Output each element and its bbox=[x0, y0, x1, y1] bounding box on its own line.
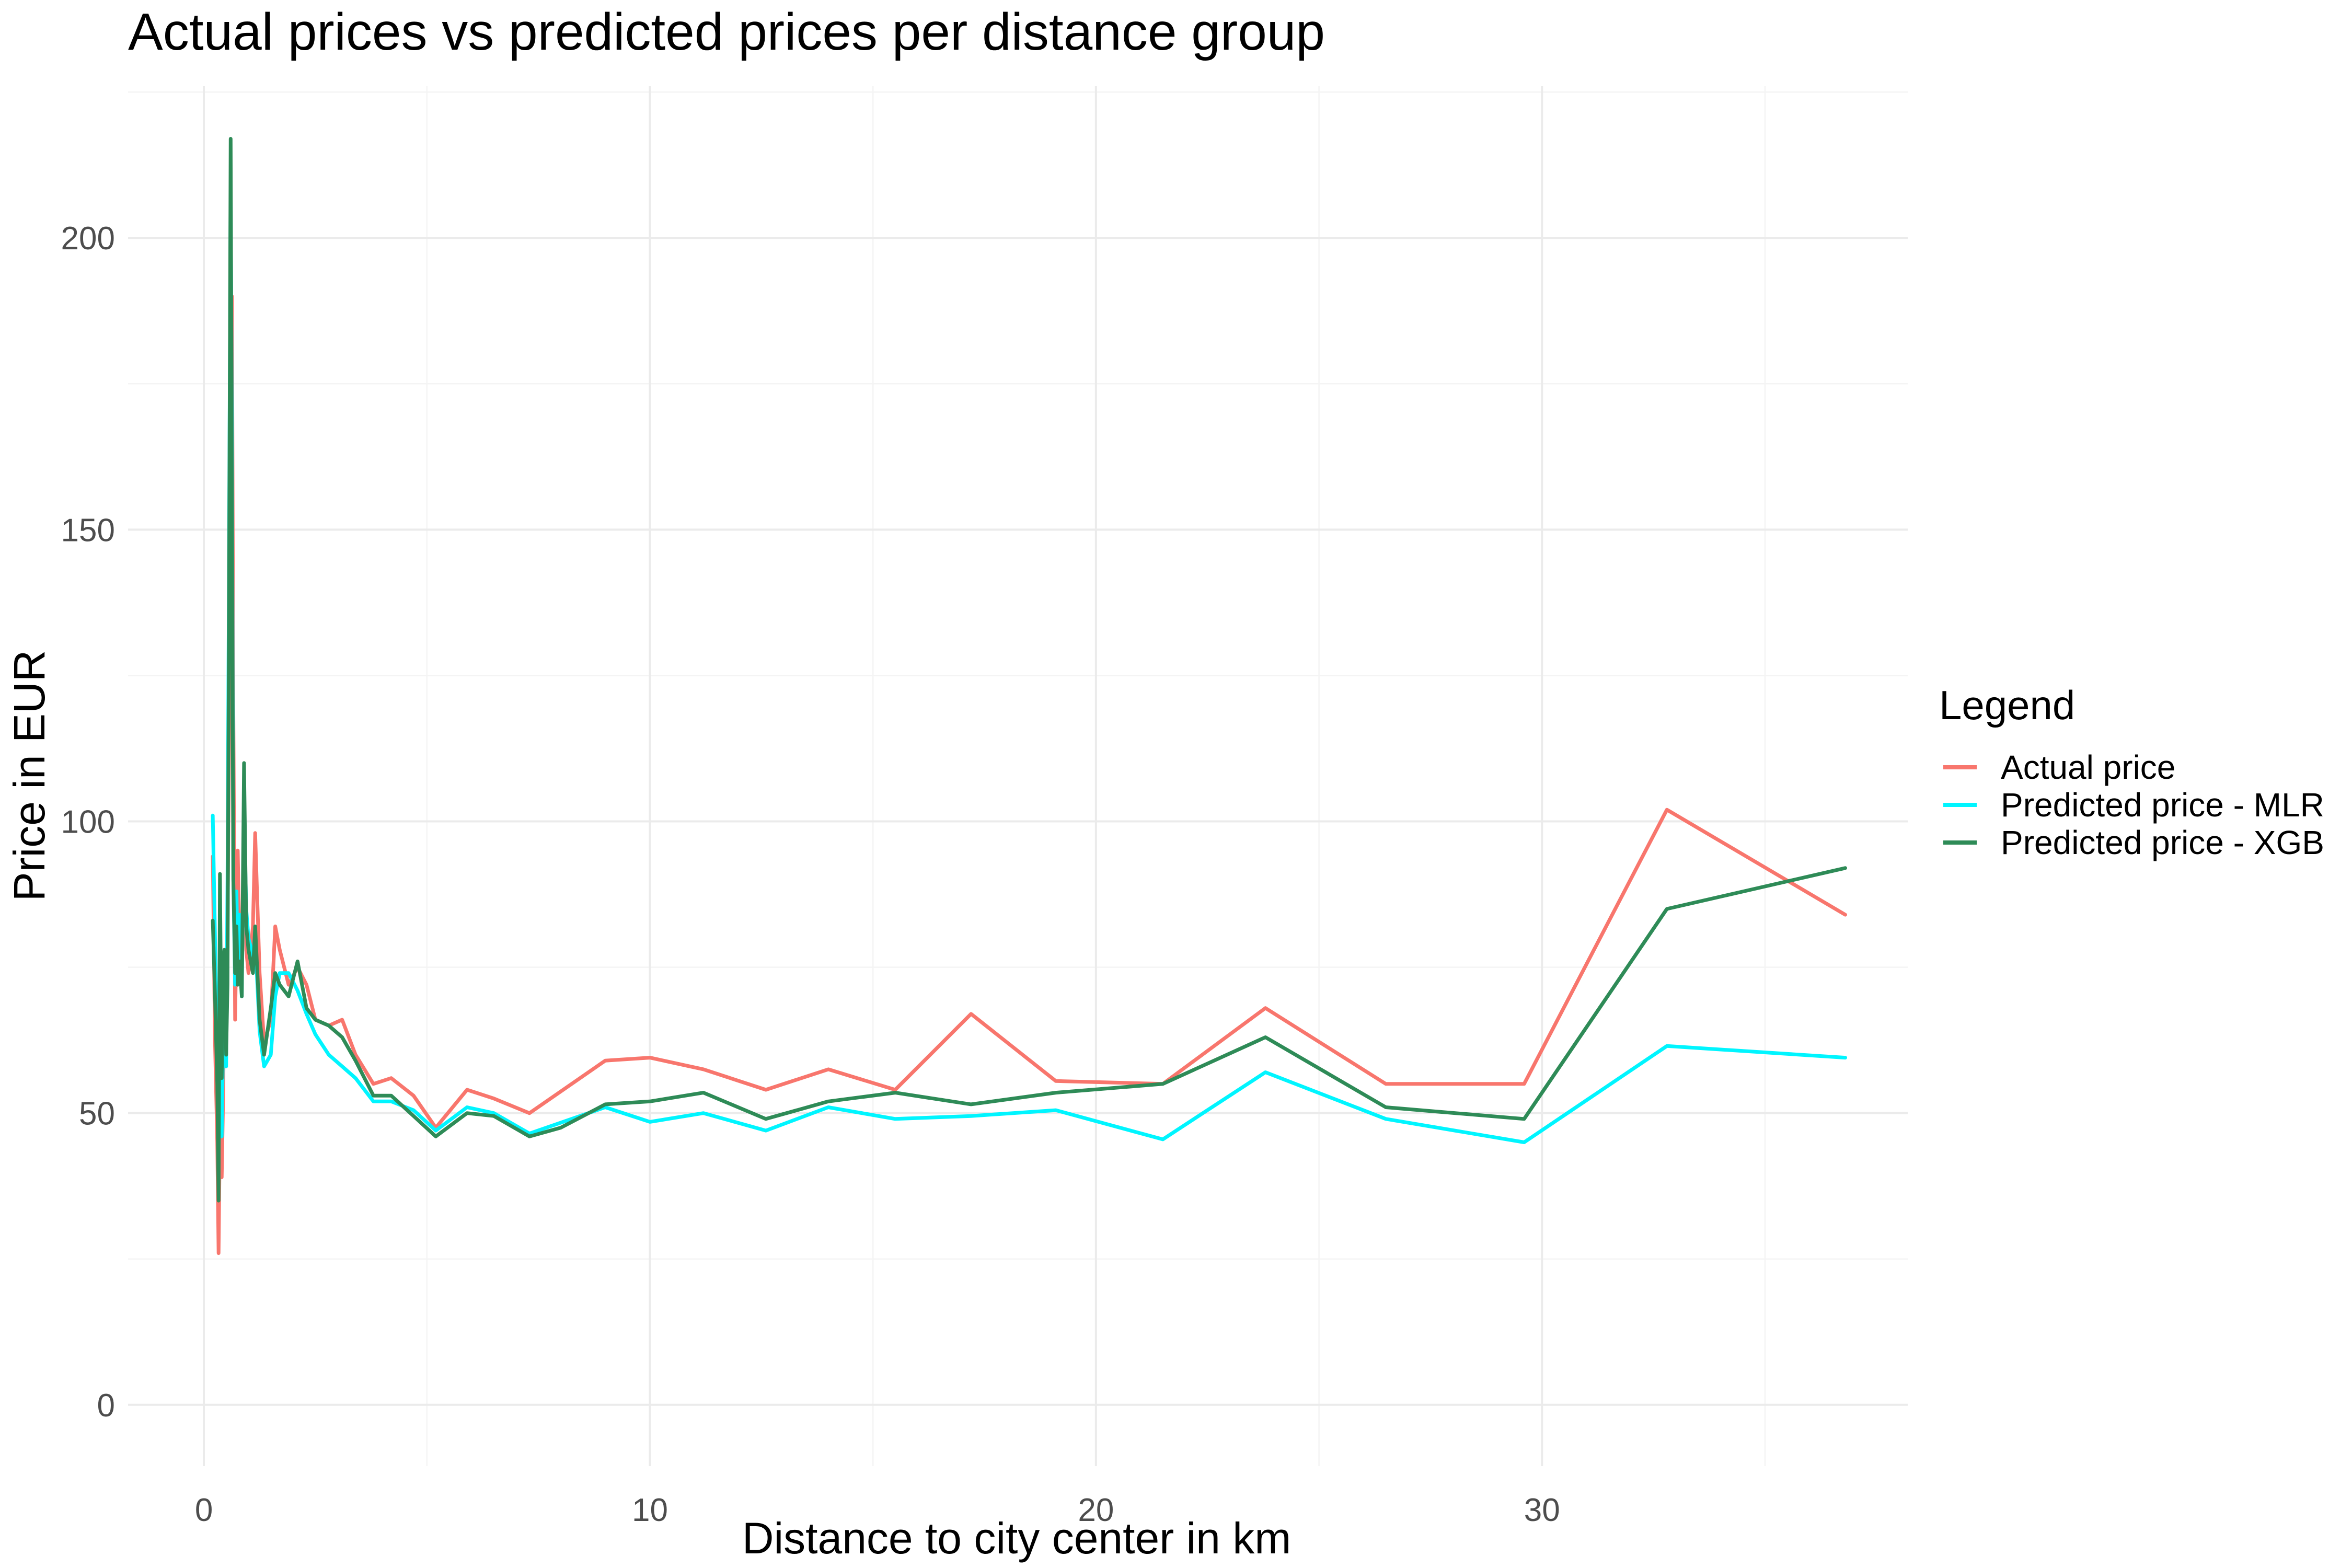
x-tick-label: 20 bbox=[1078, 1492, 1114, 1528]
x-axis-title: Distance to city center in km bbox=[742, 1514, 1291, 1563]
chart-title: Actual prices vs predicted prices per di… bbox=[128, 3, 1325, 61]
grid bbox=[128, 86, 1908, 1466]
y-tick-label: 200 bbox=[61, 221, 115, 257]
x-tick-label: 10 bbox=[632, 1492, 668, 1528]
y-axis-title: Price in EUR bbox=[5, 650, 54, 902]
series-line-3 bbox=[211, 137, 1847, 1203]
tick-labels: 0 10 20 30 0 50 100 150 200 bbox=[61, 221, 1560, 1528]
legend-label: Predicted price - MLR bbox=[2001, 786, 2324, 824]
y-tick-label: 50 bbox=[79, 1096, 115, 1132]
y-tick-label: 0 bbox=[97, 1388, 115, 1424]
x-tick-label: 0 bbox=[195, 1492, 213, 1528]
legend-label: Actual price bbox=[2001, 748, 2175, 786]
legend-label: Predicted price - XGB bbox=[2001, 824, 2324, 861]
x-tick-label: 30 bbox=[1524, 1492, 1560, 1528]
y-tick-label: 100 bbox=[61, 804, 115, 840]
y-tick-label: 150 bbox=[61, 512, 115, 548]
legend-title: Legend bbox=[1939, 682, 2075, 728]
series-lines bbox=[211, 137, 1847, 1255]
